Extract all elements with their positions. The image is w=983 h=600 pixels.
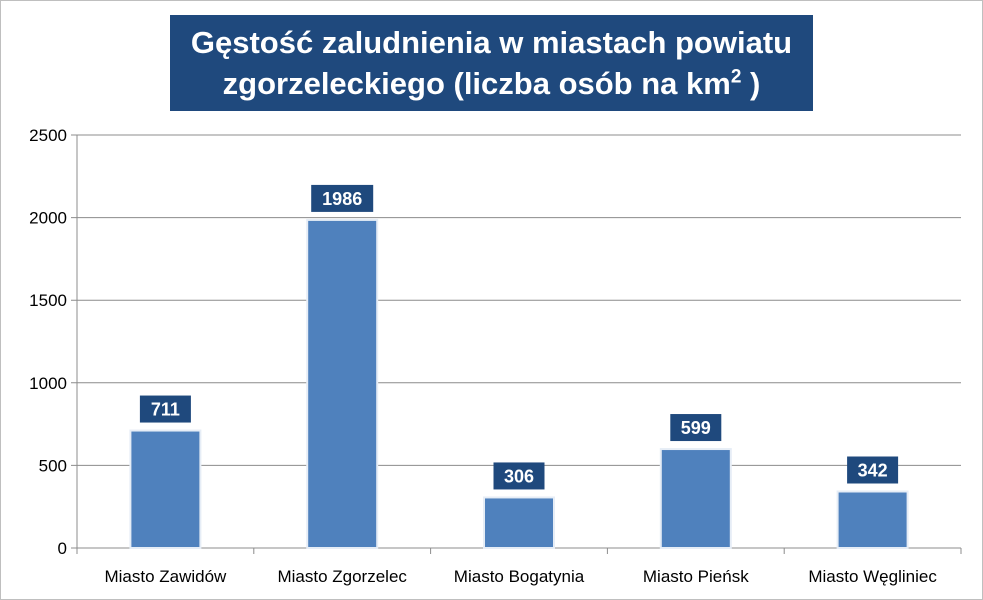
data-label-box (139, 395, 191, 423)
data-label-box (847, 456, 899, 484)
chart-title-line1: Gęstość zaludnienia w miastach powiatu (190, 25, 793, 60)
chart-title-line2-suffix: ) (741, 66, 761, 101)
y-tick-label: 1000 (29, 374, 67, 393)
y-tick-label: 2000 (29, 209, 67, 228)
chart-title-line2: zgorzeleckiego (liczba osób na km2 ) (223, 63, 761, 104)
data-label-box (493, 462, 545, 490)
x-tick-label: Miasto Pieńsk (643, 567, 749, 586)
data-label: 306 (504, 466, 534, 486)
bar (306, 218, 379, 549)
x-tick-label: Miasto Zgorzelec (277, 567, 407, 586)
y-tick-label: 0 (58, 539, 67, 558)
data-label-box (670, 414, 722, 442)
data-label-box (311, 184, 374, 212)
chart-title: Gęstość zaludnienia w miastach powiatu z… (170, 15, 813, 111)
data-label: 1986 (322, 189, 362, 209)
y-tick-label: 2500 (29, 126, 67, 145)
x-tick-label: Miasto Bogatynia (454, 567, 585, 586)
y-tick-label: 500 (39, 456, 67, 475)
bar (659, 448, 732, 549)
chart-title-line2-prefix: zgorzeleckiego (liczba osób na km (222, 66, 731, 101)
chart-title-superscript: 2 (730, 66, 742, 88)
bar (129, 429, 202, 549)
x-tick-label: Miasto Zawidów (104, 567, 227, 586)
bar (836, 490, 909, 549)
data-label: 599 (681, 418, 711, 438)
data-label: 711 (151, 400, 180, 420)
bar (483, 496, 555, 549)
x-tick-label: Miasto Węgliniec (808, 567, 937, 586)
data-label: 342 (858, 461, 888, 481)
y-tick-label: 1500 (29, 291, 67, 310)
